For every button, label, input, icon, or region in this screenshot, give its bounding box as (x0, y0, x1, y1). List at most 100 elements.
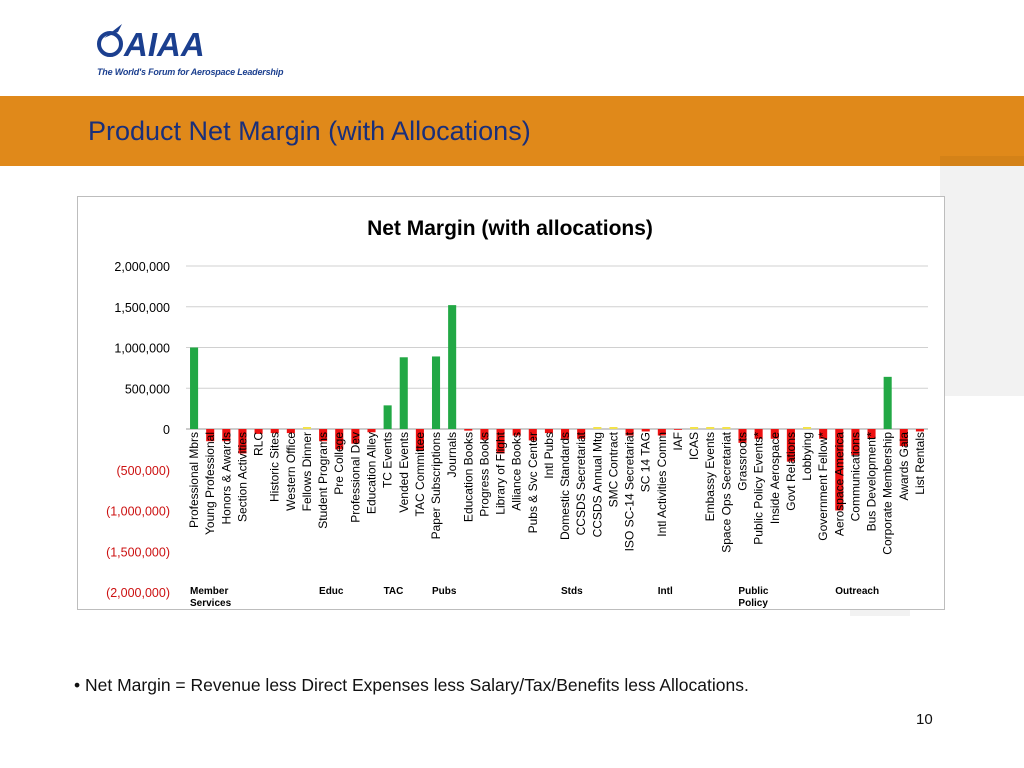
x-tick-label: Alliance Books (510, 432, 524, 511)
y-tick-label: (1,500,000) (106, 545, 170, 559)
group-label: Outreach (835, 586, 879, 597)
aiaa-logo: AIAA (96, 18, 256, 80)
bar (609, 427, 618, 429)
x-tick-label: Journals (445, 432, 459, 477)
x-tick-label: Pubs & Svc Center (526, 432, 540, 533)
group-label: Member Services (190, 586, 232, 609)
x-tick-label: Domestic Standards (558, 432, 572, 540)
bar (883, 376, 892, 429)
group-label: Educ (319, 586, 344, 597)
group-label: Intl (658, 586, 673, 597)
logo-tagline: The World's Forum for Aerospace Leadersh… (97, 67, 284, 77)
x-tick-label: Inside Aerospace (768, 432, 782, 524)
x-tick-label: Fellows Dinner (300, 432, 314, 511)
x-tick-label: Lobbying (800, 432, 814, 481)
x-tick-label: Government Fellow* (816, 432, 830, 541)
y-tick-label: 1,500,000 (114, 301, 170, 315)
x-tick-label: Grassroots (736, 432, 750, 491)
bar (496, 429, 505, 454)
x-tick-label: Paper Subscriptions (429, 432, 443, 539)
x-tick-label: SMC Contract (606, 431, 620, 507)
bar (464, 429, 473, 431)
group-label: Stds (561, 586, 583, 597)
x-tick-label: Western Office (284, 432, 298, 511)
x-tick-label: ICAS (687, 432, 701, 460)
x-tick-label: Library of Flight (494, 431, 508, 514)
bar (383, 405, 392, 429)
bar (480, 429, 489, 440)
group-label: TAC (384, 586, 404, 597)
bar (222, 429, 231, 442)
x-tick-label: Intl Activities Comm (655, 432, 669, 537)
bar (206, 429, 215, 442)
bar (770, 429, 779, 439)
bar (319, 429, 328, 442)
x-tick-label: SC 14 TAG (639, 432, 653, 492)
chart-frame: Net Margin (with allocations) 2,000,000 1… (77, 196, 945, 610)
chart-title: Net Margin (with allocations) (367, 217, 653, 240)
x-tick-label: Vended Events (397, 432, 411, 513)
page-number: 10 (916, 711, 933, 728)
x-tick-label: Aerospace America (832, 432, 846, 536)
bar (399, 357, 408, 429)
definition-bullet: • Net Margin = Revenue less Direct Expen… (74, 675, 749, 695)
y-tick-label: (1,000,000) (106, 505, 170, 519)
bar (802, 427, 812, 429)
net-margin-chart: Net Margin (with allocations) 2,000,000 1… (106, 217, 928, 609)
y-tick-label: 2,000,000 (114, 260, 170, 274)
bar (835, 429, 844, 511)
bar (754, 429, 763, 439)
x-tick-label: Professional Dev (348, 432, 362, 523)
x-tick-label: Pre College (332, 432, 346, 495)
bar (867, 429, 876, 439)
bar (448, 305, 457, 429)
x-tick-label: Student Programs (316, 432, 330, 529)
bar (431, 356, 441, 429)
group-label: Pubs (432, 586, 457, 597)
x-tick-label: Education Alley (365, 432, 379, 514)
bar (577, 429, 586, 439)
x-tick-label: Corporate Membership (881, 432, 895, 555)
bar (706, 427, 715, 429)
x-tick-label: Communications (848, 432, 862, 521)
bar (335, 429, 344, 450)
x-tick-label: Professional Mbrs (187, 432, 201, 528)
title-banner (0, 96, 1024, 166)
x-tick-label: IAF (671, 432, 685, 451)
x-tick-label: RLC (252, 432, 266, 456)
bar (641, 429, 650, 432)
x-tick-label: Intl Pubs (542, 432, 556, 479)
bar (238, 429, 247, 454)
bar (254, 429, 263, 434)
bar (722, 427, 731, 429)
bar (528, 429, 537, 441)
bar (270, 429, 279, 434)
bar (544, 429, 553, 434)
x-tick-label: List Rentals (913, 432, 927, 495)
x-tick-label: Govt Relations (784, 432, 798, 511)
bar (593, 427, 602, 429)
y-tick-label: 0 (163, 423, 170, 437)
aiaa-logo-mark: AIAA (97, 24, 205, 63)
x-tick-label: CCSDS Annual Mtg (590, 432, 604, 537)
x-tick-label: Bus Development* (865, 432, 879, 532)
bar (673, 429, 683, 430)
x-tick-label: ISO SC-14 Secretariat (623, 431, 637, 551)
x-tick-label: Education Books (461, 432, 475, 522)
y-tick-label: (500,000) (116, 464, 170, 478)
bar (851, 429, 860, 456)
y-tick-label: 1,000,000 (114, 342, 170, 356)
x-tick-label: Space Ops Secretariat (719, 431, 733, 552)
bar (286, 429, 295, 434)
x-tick-label: TC Events (381, 432, 395, 488)
bar (915, 429, 924, 432)
x-tick-label: Historic Sites (268, 432, 282, 502)
x-tick-label: Honors & Awards (219, 432, 233, 525)
x-tick-label: Embassy Events (703, 432, 717, 521)
bar (738, 429, 747, 443)
bar (302, 427, 312, 429)
bar (415, 429, 424, 452)
x-tick-label: Young Professional (203, 432, 217, 535)
bar (657, 429, 666, 436)
bar (899, 429, 908, 447)
